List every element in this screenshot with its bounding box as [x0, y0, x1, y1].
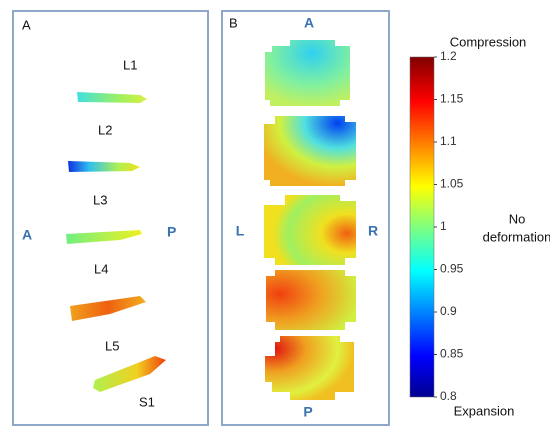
panel-b-frame	[221, 10, 390, 426]
level-label: S1	[139, 394, 155, 409]
direction-label: P	[167, 224, 176, 240]
colorbar	[409, 56, 435, 398]
slice-map	[264, 195, 356, 265]
direction-label: R	[368, 223, 378, 239]
slice	[77, 92, 147, 103]
direction-label: L	[236, 223, 245, 239]
direction-label: P	[303, 404, 312, 420]
slice-map	[264, 116, 356, 186]
colorbar-tick-label: 0.8	[440, 389, 457, 403]
colorbar-tick-label: 1	[440, 219, 447, 233]
colorbar-label: No	[509, 211, 526, 226]
level-label: L4	[94, 261, 108, 276]
slice-map	[265, 336, 354, 400]
slice	[93, 356, 166, 392]
colorbar-tick-label: 1.05	[440, 177, 464, 191]
colorbar-tick-label: 1.1	[440, 134, 457, 148]
panel-a-frame	[12, 10, 209, 426]
slice-map	[266, 270, 356, 330]
level-label: L1	[123, 57, 137, 72]
colorbar-label: deformation	[483, 229, 550, 244]
direction-label: A	[22, 227, 32, 243]
level-label: L5	[105, 338, 119, 353]
slice	[66, 230, 142, 244]
colorbar-tick-label: 0.95	[440, 262, 464, 276]
slice-map	[265, 40, 350, 106]
slice	[70, 296, 146, 321]
panel-label: B	[229, 15, 238, 30]
level-label: L3	[93, 192, 107, 207]
colorbar-tick-label: 1.2	[440, 49, 457, 63]
colorbar-tick-label: 1.15	[440, 92, 464, 106]
direction-label: A	[304, 15, 314, 31]
slice	[68, 161, 140, 172]
colorbar-label: Expansion	[454, 403, 515, 418]
panel-label: A	[22, 17, 31, 32]
colorbar-tick-label: 0.85	[440, 347, 464, 361]
colorbar-label: Compression	[450, 34, 527, 49]
level-label: L2	[98, 122, 112, 137]
colorbar-tick-label: 0.9	[440, 304, 457, 318]
